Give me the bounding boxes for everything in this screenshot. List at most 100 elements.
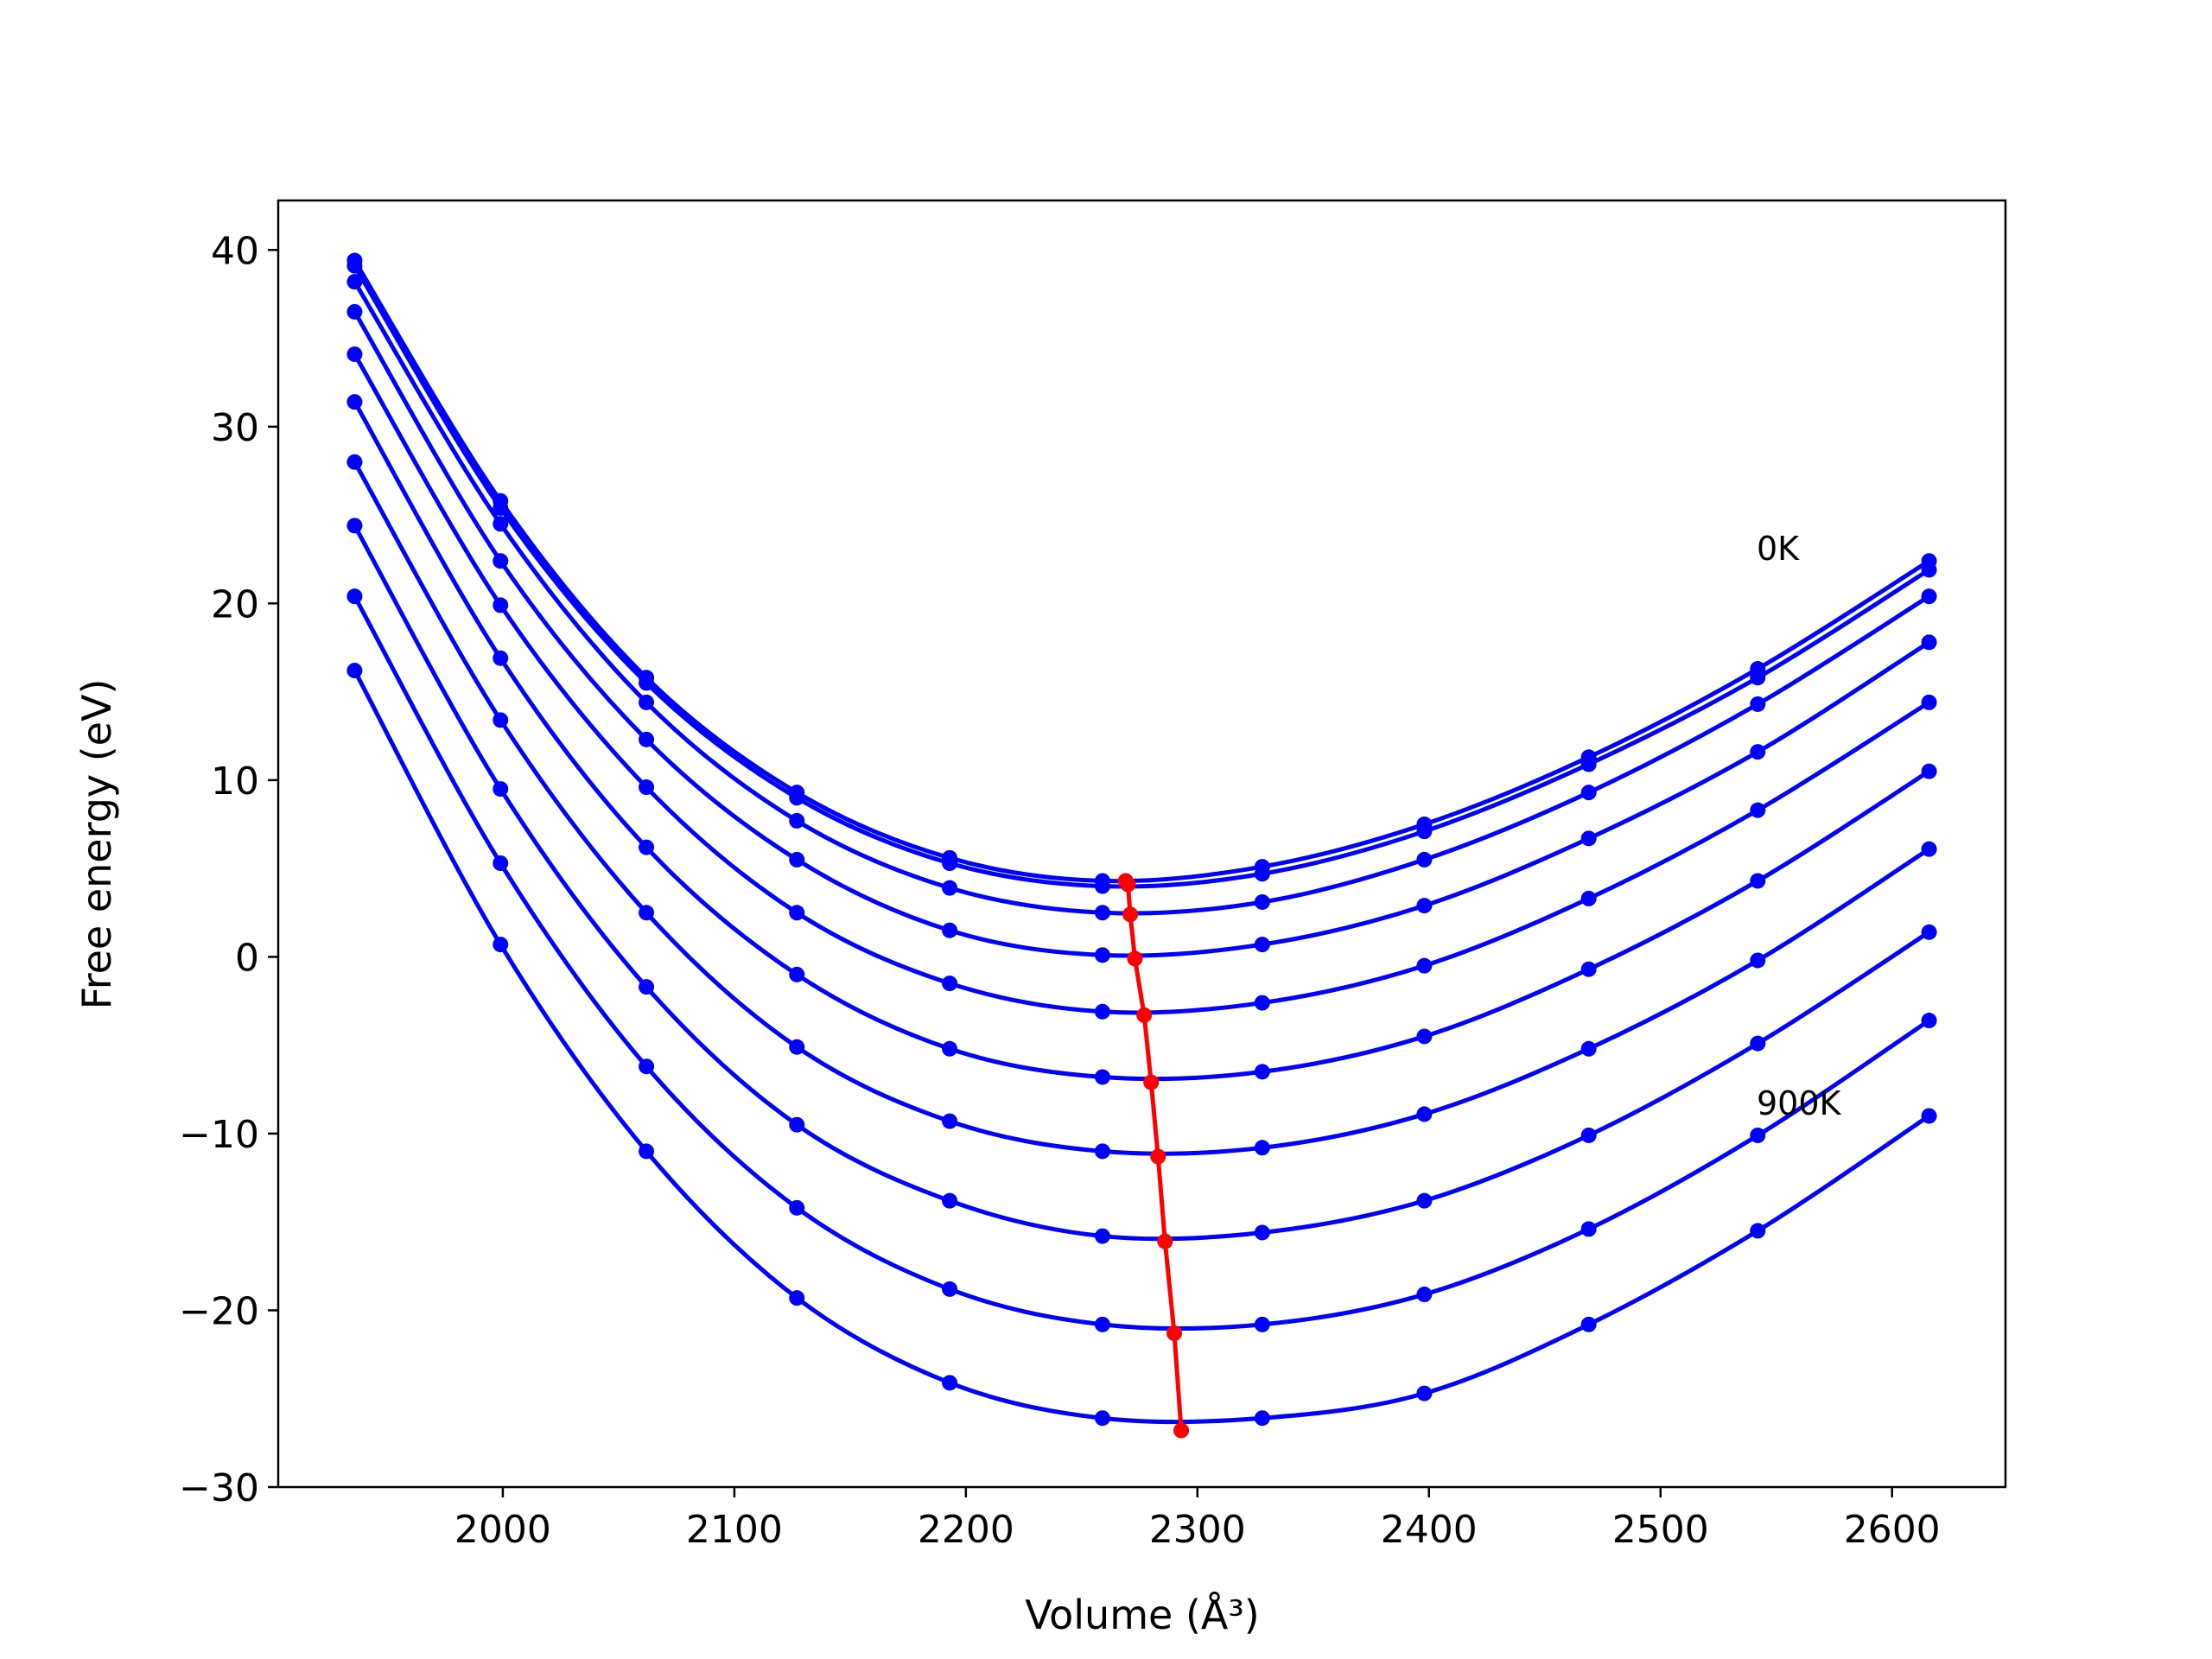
point (1921, 562, 1937, 578)
point (1750, 1035, 1766, 1052)
plot-frame (276, 199, 2007, 1489)
point (639, 675, 655, 691)
point (789, 1199, 805, 1216)
x-tick-label: 2200 (918, 1508, 1014, 1552)
point (1580, 756, 1597, 772)
minima-point (1173, 1422, 1190, 1439)
y-tick-label: 0 (235, 936, 259, 980)
point (1580, 830, 1597, 847)
point (1094, 878, 1110, 894)
point (1750, 802, 1766, 818)
point (942, 1375, 958, 1391)
x-tick-label: 2400 (1381, 1508, 1478, 1552)
y-tick-label: 30 (211, 406, 259, 450)
point (942, 880, 958, 896)
point (1416, 1028, 1433, 1045)
point (1580, 1127, 1597, 1143)
point (1580, 890, 1597, 906)
point (789, 966, 805, 982)
point (1254, 866, 1270, 882)
point (639, 731, 655, 747)
y-tick-label: −10 (179, 1113, 259, 1157)
point (942, 976, 958, 992)
point (346, 346, 363, 362)
point (1254, 1410, 1270, 1427)
point (942, 1281, 958, 1297)
point (1416, 1287, 1433, 1303)
point (1580, 1040, 1597, 1057)
minima-line (1123, 880, 1184, 1431)
point (346, 303, 363, 320)
annotation: 0K (1757, 530, 1800, 568)
point (639, 905, 655, 921)
point (942, 1113, 958, 1129)
point (942, 1192, 958, 1209)
point (1921, 694, 1937, 710)
point (493, 516, 509, 532)
point (493, 650, 509, 666)
point (1254, 1140, 1270, 1156)
x-tick-label: 2300 (1149, 1508, 1246, 1552)
minima-point (1166, 1325, 1183, 1342)
point (1254, 893, 1270, 910)
point (346, 454, 363, 470)
point (639, 979, 655, 995)
point (1921, 588, 1937, 605)
point (1416, 1192, 1433, 1209)
curve (353, 669, 1930, 1425)
point (493, 499, 509, 516)
point (1094, 1069, 1110, 1085)
point (1416, 823, 1433, 840)
y-axis-label: Free energy (eV) (73, 679, 120, 1010)
y-tick-label: 10 (211, 760, 259, 804)
point (1580, 1316, 1597, 1332)
point (1750, 873, 1766, 889)
minima-point (1136, 1007, 1153, 1023)
point (1254, 1316, 1270, 1332)
point (942, 855, 958, 871)
point (1750, 1223, 1766, 1239)
minima-point (1150, 1148, 1166, 1165)
point (1921, 841, 1937, 857)
minima-point (1143, 1074, 1160, 1090)
point (639, 779, 655, 796)
point (1750, 670, 1766, 686)
point (493, 553, 509, 569)
point (1750, 952, 1766, 969)
y-tick-label: −20 (179, 1289, 259, 1333)
curve (353, 280, 1930, 916)
point (789, 905, 805, 921)
point (346, 257, 363, 274)
point (639, 694, 655, 710)
x-axis-label: Volume (Å³) (1025, 1592, 1260, 1638)
point (346, 663, 363, 679)
curve (353, 259, 1930, 884)
point (1416, 898, 1433, 914)
minima-point (1122, 906, 1139, 923)
minima-point (1127, 950, 1143, 967)
point (1094, 1003, 1110, 1020)
curve (353, 461, 1930, 1156)
point (1094, 1143, 1110, 1160)
x-tick-label: 2000 (454, 1508, 551, 1552)
point (789, 1116, 805, 1133)
point (493, 597, 509, 613)
point (942, 1040, 958, 1057)
point (1254, 1064, 1270, 1080)
curve (353, 594, 1930, 1332)
curve (353, 264, 1930, 889)
point (1921, 634, 1937, 651)
x-tick-label: 2100 (686, 1508, 783, 1552)
annotation: 900K (1757, 1084, 1842, 1122)
point (1094, 947, 1110, 963)
point (493, 937, 509, 953)
point (346, 588, 363, 605)
point (346, 394, 363, 410)
point (942, 922, 958, 938)
point (493, 712, 509, 728)
point (346, 274, 363, 290)
point (493, 781, 509, 798)
point (1416, 1385, 1433, 1402)
point (1094, 905, 1110, 921)
